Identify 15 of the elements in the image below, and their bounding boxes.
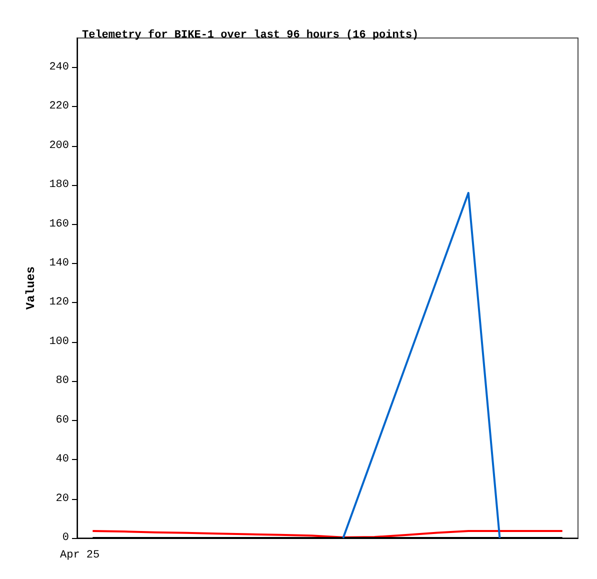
y-tick-label: 0 bbox=[62, 532, 69, 544]
y-axis-title: Values bbox=[24, 266, 38, 310]
y-tick-label: 40 bbox=[56, 454, 69, 466]
y-tick-label: 240 bbox=[49, 61, 69, 74]
y-tick-label: 80 bbox=[56, 375, 69, 388]
text: Apr 25 bbox=[60, 550, 100, 562]
y-tick-label: 160 bbox=[49, 218, 69, 230]
y-tick-label: 140 bbox=[49, 257, 69, 270]
y-tick-label: 180 bbox=[49, 179, 69, 192]
y-tick-label: 20 bbox=[56, 492, 69, 505]
y-tick-label: 100 bbox=[49, 336, 69, 348]
y-tick-label: 220 bbox=[49, 100, 69, 113]
y-tick-label: 200 bbox=[49, 140, 69, 152]
y-tick-label: 120 bbox=[49, 296, 69, 309]
y-tick-label: 60 bbox=[56, 414, 69, 426]
